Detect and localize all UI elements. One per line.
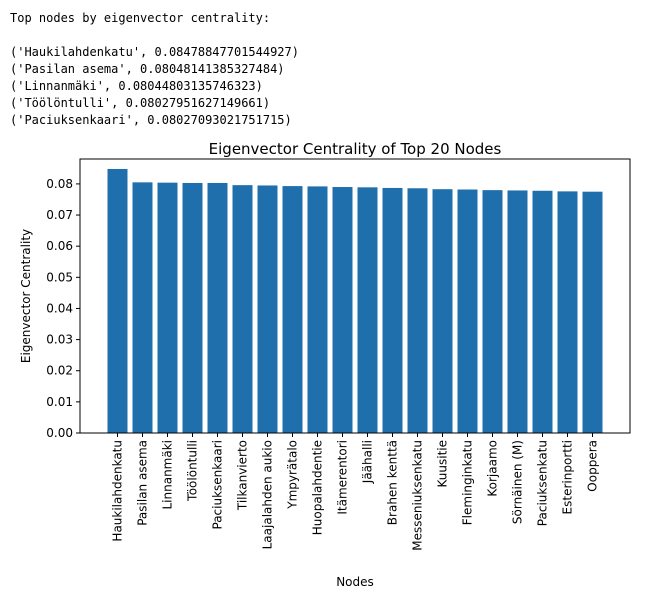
x-tick-label: Sörnäinen (M)	[511, 440, 525, 524]
x-tick-label: Itämerentori	[336, 440, 350, 515]
x-tick-label: Paciuksenkatu	[536, 440, 550, 526]
x-axis: Haukilahdenkatu Pasilan asema Linnanmäki Tö…	[111, 433, 600, 551]
x-tick-label: Tilkanvierto	[236, 440, 250, 511]
bar	[257, 185, 278, 433]
bar	[432, 189, 453, 433]
console-output: Top nodes by eigenvector centrality: ('Ha…	[10, 10, 299, 129]
y-tick-label: 0.02	[46, 364, 73, 378]
bar	[507, 190, 528, 433]
y-tick-label: 0.01	[46, 395, 73, 409]
y-tick-label: 0.03	[46, 333, 73, 347]
x-tick-label: Ooppera	[586, 440, 600, 492]
chart-title: Eigenvector Centrality of Top 20 Nodes	[209, 140, 502, 158]
bar	[207, 182, 228, 433]
x-tick-label: Korjaamo	[486, 440, 500, 497]
x-tick-label: Fleminginkatu	[461, 440, 475, 525]
x-tick-label: Linnanmäki	[161, 440, 175, 510]
y-tick-label: 0.07	[46, 208, 73, 222]
y-tick-label: 0.00	[46, 426, 73, 440]
console-line: ('Töölöntulli', 0.08027951627149661)	[10, 96, 271, 110]
bar	[282, 186, 303, 433]
bar	[232, 185, 253, 433]
y-tick-label: 0.04	[46, 301, 73, 315]
x-tick-label: Laajalahden aukio	[261, 440, 275, 549]
console-line: ('Paciuksenkaari', 0.08027093021751715)	[10, 113, 292, 127]
bar	[132, 182, 153, 433]
bar	[107, 168, 128, 433]
x-tick-label: Töölöntulli	[186, 440, 200, 502]
bar	[382, 187, 403, 433]
y-axis-title: Eigenvector Centrality	[19, 229, 33, 363]
plot-frame	[79, 158, 631, 434]
bar	[532, 190, 553, 433]
x-tick-label: Jäähalli	[361, 440, 375, 484]
bar	[557, 191, 578, 433]
y-tick-label: 0.08	[46, 177, 73, 191]
bar	[357, 187, 378, 433]
bar	[332, 187, 353, 433]
y-axis: 0.00 0.01 0.02 0.03 0.04 0.05 0.06 0.07 0.08	[46, 177, 80, 440]
console-line: ('Linnanmäki', 0.08044803135746323)	[10, 79, 263, 93]
x-tick-label: Messeniuksenkatu	[411, 440, 425, 551]
console-line: ('Haukilahdenkatu', 0.08478847701544927)	[10, 45, 299, 59]
console-line: ('Pasilan asema', 0.08048141385327484)	[10, 62, 285, 76]
x-tick-label: Haukilahdenkatu	[111, 440, 125, 542]
x-tick-label: Paciuksenkaari	[211, 440, 225, 530]
console-line: Top nodes by eigenvector centrality:	[10, 11, 271, 25]
bar	[157, 182, 178, 433]
bar	[307, 186, 328, 433]
y-tick-label: 0.06	[46, 239, 73, 253]
x-tick-label: Kuusitie	[436, 440, 450, 488]
x-tick-label: Huopalahdentie	[311, 440, 325, 535]
bar	[407, 188, 428, 433]
x-tick-label: Ympyrätalo	[286, 440, 300, 510]
x-tick-label: Pasilan asema	[136, 440, 150, 526]
bars-group	[107, 168, 603, 433]
x-axis-title: Nodes	[336, 575, 374, 589]
y-tick-label: 0.05	[46, 270, 73, 284]
bar	[482, 190, 503, 433]
x-tick-label: Esterinportti	[561, 440, 575, 514]
bar	[182, 182, 203, 433]
x-tick-label: Brahen kenttä	[386, 440, 400, 525]
bar	[457, 189, 478, 433]
bar	[582, 191, 603, 433]
